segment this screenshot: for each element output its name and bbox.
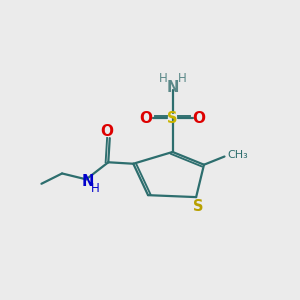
Text: S: S bbox=[193, 199, 204, 214]
Text: CH₃: CH₃ bbox=[227, 150, 248, 160]
Text: O: O bbox=[100, 124, 113, 139]
Text: H: H bbox=[159, 72, 167, 86]
Text: H: H bbox=[91, 182, 99, 195]
Text: N: N bbox=[167, 80, 179, 95]
Text: H: H bbox=[178, 72, 186, 86]
Text: N: N bbox=[82, 174, 94, 189]
Text: O: O bbox=[140, 111, 153, 126]
Text: S: S bbox=[167, 111, 178, 126]
Text: O: O bbox=[193, 111, 206, 126]
